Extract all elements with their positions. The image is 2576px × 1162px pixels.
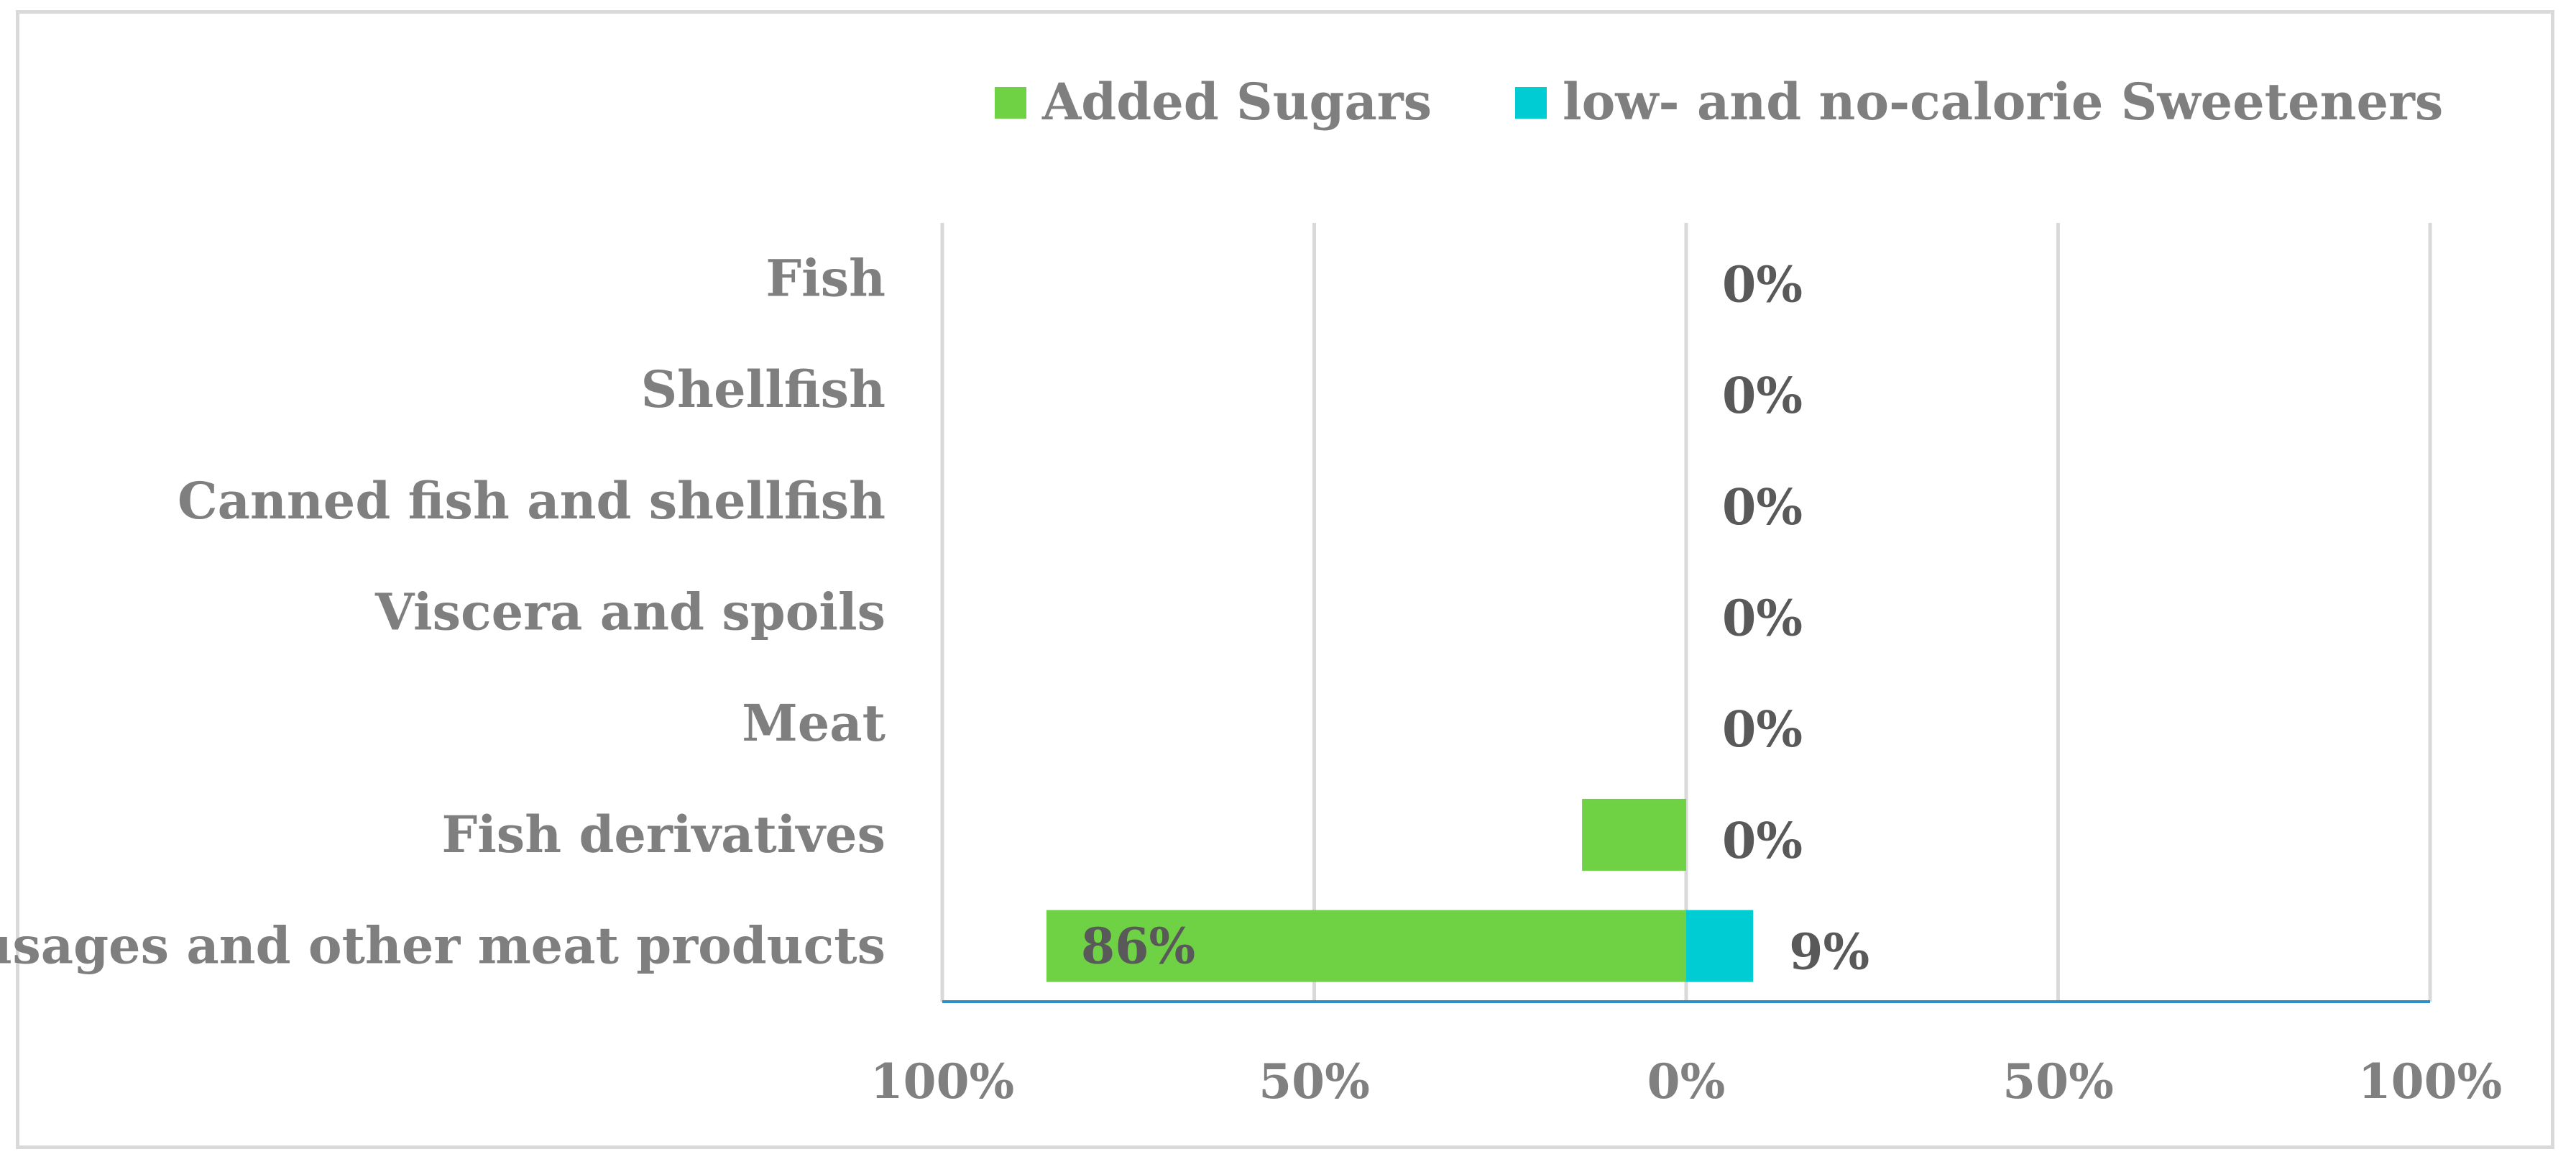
category-label: Shellfish [641, 360, 886, 419]
legend-swatch [1515, 87, 1547, 119]
data-label-sweeteners: 9% [1789, 924, 1869, 982]
data-label-sweeteners: 0% [1722, 256, 1803, 314]
legend-label: Added Sugars [1041, 72, 1432, 132]
x-tick-labels: 100% 50% 0% 50% 100% [870, 1053, 2502, 1110]
category-labels: Fish Shellfish Canned fish and shellfish Vi… [0, 248, 886, 975]
bar-added-sugars [1046, 910, 1686, 982]
legend: Added Sugars low- and no-calorie Sweetene… [995, 72, 2443, 132]
data-label-sweeteners: 0% [1722, 479, 1803, 536]
category-label: Fish derivatives [442, 805, 886, 864]
x-tick-label: 50% [2002, 1053, 2114, 1110]
x-tick-label: 0% [1647, 1053, 1726, 1110]
legend-swatch [995, 87, 1026, 119]
data-label-sweeteners: 0% [1722, 813, 1803, 870]
data-label-sweeteners: 0% [1722, 367, 1803, 425]
bar-sweeteners [1686, 910, 1754, 982]
category-label: Canned fish and shellfish [178, 471, 886, 531]
bars [1046, 798, 1754, 982]
data-label-added-sugars: 86% [1081, 918, 1195, 976]
data-labels: 0% 0% 0% 0% 0% 0% 86% 9% [1081, 256, 1869, 981]
bar-added-sugars [1582, 798, 1686, 871]
category-label: Viscera and spoils [374, 582, 886, 642]
gridlines [940, 223, 2432, 1002]
category-label: Meat [742, 693, 886, 753]
legend-label: low- and no-calorie Sweeteners [1563, 72, 2443, 132]
x-tick-label: 100% [2358, 1053, 2502, 1110]
data-label-sweeteners: 0% [1722, 590, 1803, 648]
category-label: Sausages and other meat products [0, 916, 886, 976]
x-tick-label: 100% [870, 1053, 1014, 1110]
data-label-sweeteners: 0% [1722, 701, 1803, 759]
x-tick-label: 50% [1259, 1053, 1370, 1110]
category-label: Fish [765, 248, 886, 308]
